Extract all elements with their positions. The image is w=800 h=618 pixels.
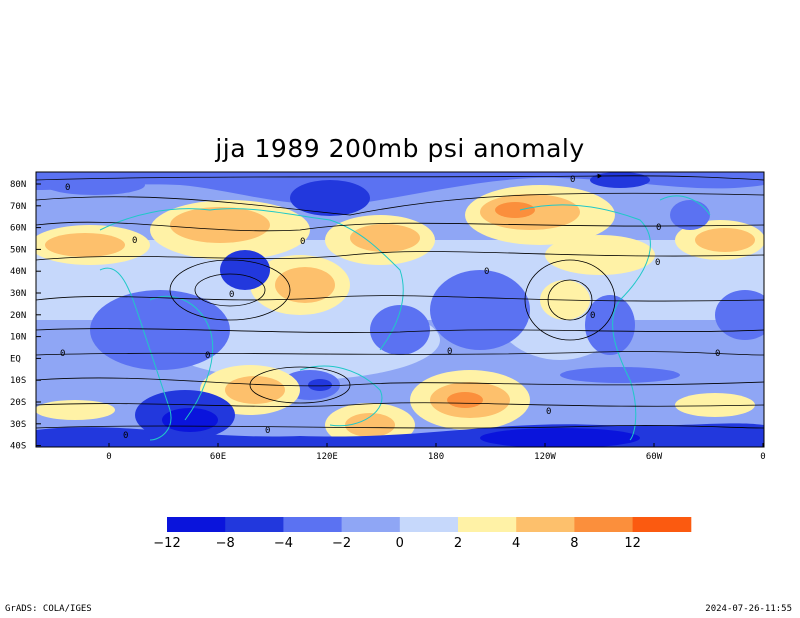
longitude-label: 120E: [316, 452, 338, 462]
longitude-label: 60W: [646, 452, 663, 462]
latitude-label: 30S: [10, 420, 26, 430]
latitude-label: EQ: [10, 354, 21, 364]
longitude-label: 0: [106, 452, 111, 462]
colorbar-tick-label: 8: [570, 536, 578, 551]
colorbar-swatch: [167, 517, 226, 532]
colorbar-tick-label: 0: [396, 536, 404, 551]
contour-label: 0: [715, 349, 720, 359]
colorbar-swatch: [283, 517, 343, 532]
longitude-label: 60E: [210, 452, 226, 462]
colorbar-swatch: [458, 517, 517, 532]
latitude-label: 30N: [10, 289, 26, 299]
latitude-label: 80N: [10, 180, 26, 190]
latitude-label: 10N: [10, 333, 26, 343]
colorbar-tick-label: −2: [332, 536, 351, 551]
contour-label: 0: [655, 258, 660, 268]
colorbar: −12 −8 −4 −2 0 2 4 8 12: [153, 517, 692, 551]
latitude-axis: 80N 70N 60N 50N 40N 30N 20N 10N EQ 10S 20S 30S 40S: [10, 180, 41, 452]
colorbar-swatch: [574, 517, 634, 532]
coastlines: [99, 195, 711, 441]
contour-label: 0: [590, 311, 595, 321]
contour-label: 0: [570, 175, 575, 185]
longitude-label: 180: [428, 452, 444, 462]
contour-label: 0: [300, 237, 305, 247]
contour-label: 0: [265, 426, 270, 436]
plot-frame: [35, 171, 765, 448]
colorbar-tick-label: 2: [454, 536, 462, 551]
contour-label: 0: [656, 223, 661, 233]
colorbar-swatch: [516, 517, 575, 532]
contour-label: 0: [546, 407, 551, 417]
colorbar-tick-label: 4: [512, 536, 520, 551]
latitude-label: 60N: [10, 224, 26, 234]
contour-label: 0: [132, 236, 137, 246]
colorbar-tick-label: −12: [153, 536, 180, 551]
latitude-label: 10S: [10, 376, 26, 386]
footer-credit: GrADS: COLA/IGES: [5, 604, 92, 614]
contour-label: 0: [65, 183, 70, 193]
latitude-label: 40N: [10, 267, 26, 277]
contour-label: 0: [60, 349, 65, 359]
contour-label: 0: [123, 431, 128, 441]
contour-label: 0: [447, 347, 452, 357]
latitude-label: 40S: [10, 442, 26, 452]
longitude-axis: 0 60E 120E 180 120W 60W 0: [106, 443, 766, 462]
latitude-label: 20S: [10, 398, 26, 408]
colorbar-swatch: [225, 517, 284, 532]
latitude-label: 70N: [10, 202, 26, 212]
colorbar-swatch: [341, 517, 401, 532]
colorbar-tick-label: 12: [624, 536, 641, 551]
anomaly-field: [36, 172, 764, 447]
contour-labels: 0 0 0 0 0 0 0 0 0 0 0 0 0 0 0 0: [60, 175, 720, 441]
longitude-label: 120W: [534, 452, 556, 462]
colorbar-swatch: [632, 517, 692, 532]
colorbar-tick-label: −4: [274, 536, 293, 551]
footer-timestamp: 2024-07-26-11:55: [705, 604, 792, 614]
contour-label: 0: [229, 290, 234, 300]
chart-title: jja 1989 200mb psi anomaly: [215, 134, 585, 163]
colorbar-swatch: [399, 517, 459, 532]
contour-label: 0: [205, 351, 210, 361]
longitude-label: 0: [760, 452, 765, 462]
contour-label: 0: [484, 267, 489, 277]
streamlines: [36, 173, 764, 429]
latitude-label: 20N: [10, 311, 26, 321]
latitude-label: 50N: [10, 245, 26, 255]
colorbar-tick-label: −8: [216, 536, 235, 551]
